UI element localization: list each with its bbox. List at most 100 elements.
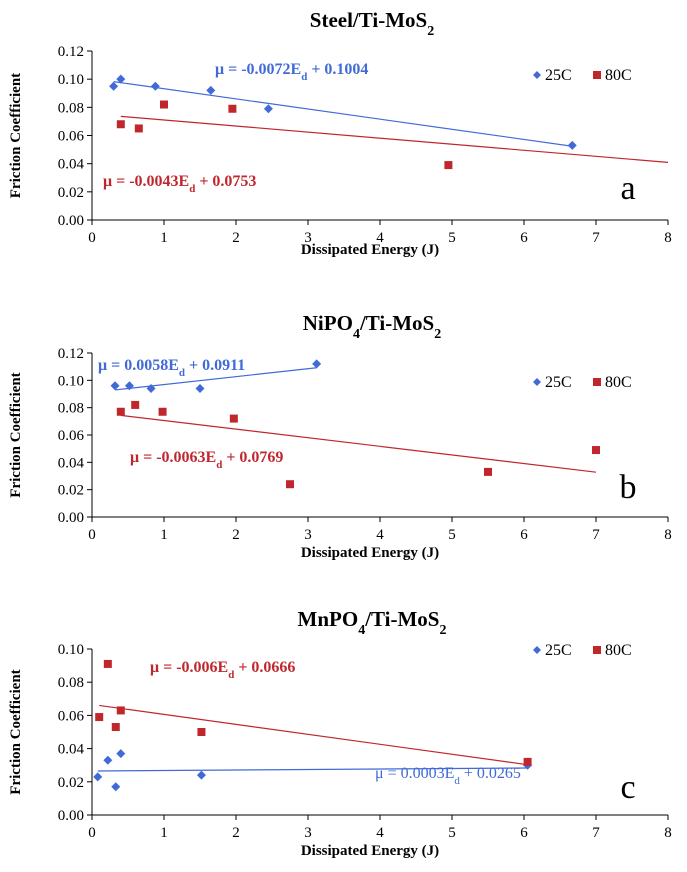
x-tick-label: 2: [232, 230, 240, 246]
y-tick-label: 0.08: [58, 675, 84, 691]
data-point-80c: [116, 407, 125, 416]
x-tick-label: 5: [448, 230, 456, 246]
x-tick-label: 6: [520, 230, 528, 246]
x-tick-label: 8: [664, 825, 672, 841]
legend: 25C 80C: [533, 67, 632, 84]
data-point-25c: [109, 81, 119, 91]
y-tick-label: 0.00: [58, 213, 84, 229]
data-point-25c: [196, 770, 206, 780]
x-tick-label: 8: [664, 230, 672, 246]
legend-label-80c: 80C: [605, 374, 632, 391]
data-point-80c: [160, 100, 168, 109]
x-tick-label: 0: [88, 825, 96, 841]
y-tick-label: 0.10: [58, 373, 84, 389]
data-point-80c: [111, 723, 120, 732]
data-point-80c: [592, 446, 600, 455]
trendline-80c: [120, 414, 597, 473]
x-tick-label: 6: [520, 527, 528, 543]
y-tick-label: 0.04: [58, 157, 85, 173]
data-point-25c: [124, 381, 134, 391]
y-tick-label: 0.04: [58, 742, 85, 758]
data-point-80c: [444, 161, 453, 170]
y-axis-title: Friction Coefficient: [8, 669, 24, 794]
data-point-80c: [229, 414, 238, 423]
x-tick-label: 3: [304, 527, 312, 543]
trendline-25c: [113, 81, 573, 147]
panel-letter: c: [620, 769, 635, 806]
chart-panel-a: Steel/Ti-MoS2 0.00 0.02 0.04 0.06 0.08 0.10 0.1…: [8, 8, 672, 258]
data-point-25c: [150, 81, 160, 91]
data-point-25c: [195, 384, 205, 394]
data-point-80c: [134, 124, 143, 133]
data-point-80c: [197, 728, 206, 736]
trendline-equation-25c: μ = 0.0003Ed + 0.0265: [375, 765, 521, 787]
x-tick-label: 4: [376, 825, 384, 841]
data-point-25c: [116, 749, 126, 759]
data-point-25c: [111, 782, 121, 792]
x-tick-label: 2: [232, 825, 240, 841]
data-point-80c: [228, 104, 237, 113]
y-tick-label: 0.00: [58, 808, 84, 824]
x-tick-label: 5: [448, 825, 456, 841]
chart-panel-c: MnPO4/Ti-MoS2 0.00 0.02 0.04 0.06 0.08 0.10 0 1 2…: [8, 607, 672, 859]
legend: 25C 80C: [533, 642, 632, 659]
legend: 25C 80C: [533, 374, 632, 391]
trendline-25c: [97, 767, 528, 772]
data-point-80c: [116, 706, 125, 715]
x-tick-label: 7: [592, 230, 600, 246]
data-point-25c: [146, 384, 156, 394]
y-tick-label: 0.06: [58, 129, 85, 145]
y-tick-label: 0.12: [58, 44, 84, 60]
data-point-25c: [263, 104, 273, 114]
x-tick-label: 4: [376, 230, 384, 246]
legend-label-25c: 25C: [545, 642, 572, 659]
data-point-80c: [103, 659, 112, 668]
x-axis-title: Dissipated Energy (J): [301, 843, 439, 859]
x-tick-label: 3: [304, 825, 312, 841]
y-tick-label: 0.08: [58, 401, 84, 417]
trendline-25c: [114, 367, 317, 391]
x-tick-label: 1: [160, 527, 168, 543]
panel-letter: b: [620, 469, 637, 506]
legend-marker-25c: [533, 71, 541, 79]
y-tick-label: 0.06: [58, 428, 85, 444]
y-tick-label: 0.10: [58, 72, 84, 88]
legend-marker-25c: [533, 378, 541, 386]
chart-title: MnPO4/Ti-MoS2: [298, 607, 447, 638]
y-tick-label: 0.02: [58, 775, 84, 791]
data-point-80c: [131, 400, 140, 409]
data-point-25c: [567, 140, 577, 150]
legend-label-80c: 80C: [605, 67, 632, 84]
x-tick-label: 2: [232, 527, 240, 543]
data-point-25c: [103, 755, 113, 765]
data-point-25c: [116, 74, 126, 84]
data-point-80c: [95, 713, 104, 722]
x-tick-label: 7: [592, 527, 600, 543]
x-tick-label: 7: [592, 825, 600, 841]
y-tick-label: 0.08: [58, 100, 84, 116]
y-tick-label: 0.12: [58, 346, 84, 362]
x-tick-label: 1: [160, 230, 168, 246]
y-tick-label: 0.06: [58, 708, 85, 724]
panel-letter: a: [620, 170, 635, 207]
data-point-25c: [312, 359, 322, 369]
trendline-equation-25c: μ = -0.0072Ed + 0.1004: [215, 61, 368, 83]
data-point-25c: [206, 85, 216, 95]
y-axis-title: Friction Coefficient: [8, 372, 24, 497]
x-axis-title: Dissipated Energy (J): [301, 545, 439, 561]
x-tick-label: 4: [376, 527, 384, 543]
trendline-equation-25c: μ = 0.0058Ed + 0.0911: [98, 357, 245, 379]
x-tick-label: 5: [448, 527, 456, 543]
chart-title: NiPO4/Ti-MoS2: [303, 311, 441, 342]
legend-label-25c: 25C: [545, 67, 572, 84]
legend-label-80c: 80C: [605, 642, 632, 659]
legend-marker-25c: [533, 646, 541, 654]
data-point-25c: [93, 772, 103, 782]
data-point-25c: [110, 381, 120, 391]
trendline-equation-80c: μ = -0.006Ed + 0.0666: [150, 659, 295, 681]
legend-marker-80c: [593, 71, 601, 79]
y-tick-label: 0.04: [58, 455, 85, 471]
data-point-80c: [286, 480, 294, 489]
trendline-80c: [99, 704, 528, 766]
